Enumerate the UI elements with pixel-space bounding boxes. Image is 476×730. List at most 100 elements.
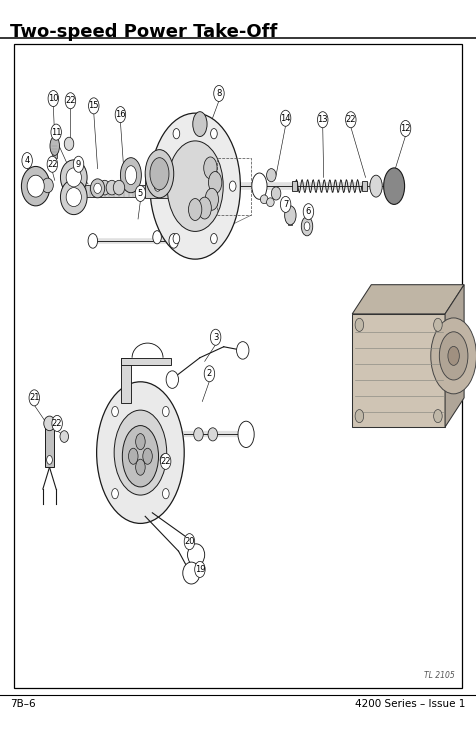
Ellipse shape xyxy=(21,166,50,206)
Text: 4: 4 xyxy=(24,156,30,165)
Ellipse shape xyxy=(60,180,87,215)
Polygon shape xyxy=(445,285,464,427)
Ellipse shape xyxy=(237,342,249,359)
Ellipse shape xyxy=(304,222,310,231)
Ellipse shape xyxy=(153,231,161,244)
Text: 22: 22 xyxy=(52,419,62,428)
Ellipse shape xyxy=(27,175,44,197)
Ellipse shape xyxy=(448,347,459,366)
Circle shape xyxy=(73,156,84,172)
Text: 5: 5 xyxy=(138,189,143,198)
Ellipse shape xyxy=(44,416,55,431)
Text: 12: 12 xyxy=(400,124,411,133)
Text: 4200 Series – Issue 1: 4200 Series – Issue 1 xyxy=(355,699,466,709)
Text: 22: 22 xyxy=(65,96,76,105)
Ellipse shape xyxy=(384,168,405,204)
Text: 3: 3 xyxy=(213,333,218,342)
Circle shape xyxy=(400,120,411,137)
Ellipse shape xyxy=(252,173,267,199)
Ellipse shape xyxy=(97,382,184,523)
Ellipse shape xyxy=(204,157,217,179)
Ellipse shape xyxy=(194,428,203,441)
Polygon shape xyxy=(352,285,464,314)
Ellipse shape xyxy=(136,434,145,450)
Circle shape xyxy=(204,366,215,382)
Circle shape xyxy=(65,93,76,109)
Bar xyxy=(288,215,292,225)
Ellipse shape xyxy=(94,183,101,193)
Ellipse shape xyxy=(160,454,169,466)
Circle shape xyxy=(280,110,291,126)
Ellipse shape xyxy=(120,158,141,193)
Text: 22: 22 xyxy=(160,457,171,466)
Ellipse shape xyxy=(370,175,382,197)
Ellipse shape xyxy=(113,180,125,195)
Ellipse shape xyxy=(431,318,476,394)
Text: 7: 7 xyxy=(283,200,288,209)
Ellipse shape xyxy=(112,407,119,417)
Text: 22: 22 xyxy=(346,115,356,124)
Ellipse shape xyxy=(173,234,180,244)
Ellipse shape xyxy=(42,178,53,193)
Ellipse shape xyxy=(166,371,178,388)
Ellipse shape xyxy=(150,158,169,190)
Bar xyxy=(31,175,41,197)
Ellipse shape xyxy=(355,410,364,423)
Circle shape xyxy=(280,196,291,212)
Bar xyxy=(62,185,195,197)
Circle shape xyxy=(115,107,126,123)
Bar xyxy=(389,180,395,193)
Polygon shape xyxy=(121,358,131,403)
Ellipse shape xyxy=(439,332,468,380)
Text: TL 2105: TL 2105 xyxy=(424,672,455,680)
Ellipse shape xyxy=(90,179,105,198)
Polygon shape xyxy=(352,314,445,427)
Text: 10: 10 xyxy=(48,94,59,103)
Ellipse shape xyxy=(145,150,174,198)
Text: 8: 8 xyxy=(216,89,222,98)
Ellipse shape xyxy=(114,410,167,495)
Ellipse shape xyxy=(434,318,442,331)
Circle shape xyxy=(214,85,224,101)
Circle shape xyxy=(135,185,146,201)
Ellipse shape xyxy=(434,410,442,423)
Circle shape xyxy=(52,415,62,431)
Ellipse shape xyxy=(150,113,240,259)
Circle shape xyxy=(184,534,195,550)
Ellipse shape xyxy=(112,488,119,499)
Ellipse shape xyxy=(106,180,118,195)
Bar xyxy=(217,158,251,215)
Circle shape xyxy=(195,561,205,577)
Ellipse shape xyxy=(173,128,180,139)
Ellipse shape xyxy=(129,448,138,464)
Ellipse shape xyxy=(162,488,169,499)
Ellipse shape xyxy=(267,169,276,182)
Ellipse shape xyxy=(66,168,81,187)
Bar xyxy=(292,181,297,191)
Ellipse shape xyxy=(267,198,274,207)
Bar xyxy=(45,423,54,467)
Ellipse shape xyxy=(162,407,169,417)
Circle shape xyxy=(317,112,328,128)
Ellipse shape xyxy=(188,199,202,220)
Ellipse shape xyxy=(154,181,161,191)
Ellipse shape xyxy=(136,459,145,475)
Ellipse shape xyxy=(238,421,254,447)
Ellipse shape xyxy=(229,181,236,191)
Text: 15: 15 xyxy=(89,101,99,110)
Ellipse shape xyxy=(208,172,222,193)
Ellipse shape xyxy=(64,137,74,150)
Ellipse shape xyxy=(198,197,211,219)
Ellipse shape xyxy=(271,187,281,200)
Ellipse shape xyxy=(355,318,364,331)
Circle shape xyxy=(303,204,314,220)
Bar xyxy=(52,146,57,158)
Ellipse shape xyxy=(47,456,52,464)
Polygon shape xyxy=(121,358,171,365)
Ellipse shape xyxy=(210,128,217,139)
Text: 20: 20 xyxy=(184,537,195,546)
Ellipse shape xyxy=(193,112,207,137)
Ellipse shape xyxy=(301,217,313,236)
Circle shape xyxy=(51,124,61,140)
Ellipse shape xyxy=(188,544,205,566)
